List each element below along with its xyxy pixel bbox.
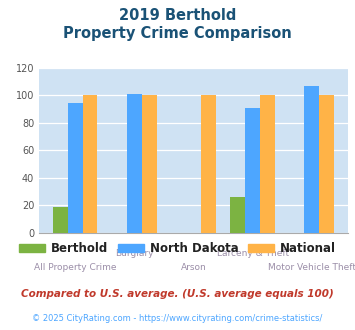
Text: Compared to U.S. average. (U.S. average equals 100): Compared to U.S. average. (U.S. average …	[21, 289, 334, 299]
Bar	[83, 95, 97, 233]
Bar	[127, 94, 142, 233]
Text: Property Crime Comparison: Property Crime Comparison	[63, 26, 292, 41]
Bar	[53, 207, 68, 233]
Bar	[142, 95, 157, 233]
Bar	[260, 95, 275, 233]
Text: Motor Vehicle Theft: Motor Vehicle Theft	[268, 263, 355, 272]
Text: Arson: Arson	[181, 263, 206, 272]
Text: All Property Crime: All Property Crime	[34, 263, 116, 272]
Bar	[230, 197, 245, 233]
Legend: Berthold, North Dakota, National: Berthold, North Dakota, National	[15, 237, 340, 260]
Bar	[319, 95, 334, 233]
Bar	[304, 85, 319, 233]
Text: 2019 Berthold: 2019 Berthold	[119, 8, 236, 23]
Bar	[68, 103, 83, 233]
Text: Larceny & Theft: Larceny & Theft	[217, 249, 289, 258]
Bar	[245, 108, 260, 233]
Text: © 2025 CityRating.com - https://www.cityrating.com/crime-statistics/: © 2025 CityRating.com - https://www.city…	[32, 314, 323, 323]
Bar	[201, 95, 215, 233]
Text: Burglary: Burglary	[115, 249, 154, 258]
